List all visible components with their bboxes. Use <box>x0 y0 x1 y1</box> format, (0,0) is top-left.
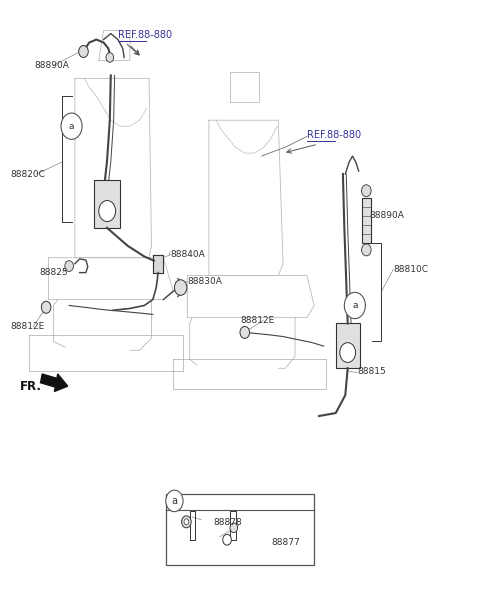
Text: 88825: 88825 <box>39 268 68 277</box>
Text: 88815: 88815 <box>357 367 386 376</box>
Text: 88840A: 88840A <box>170 250 205 259</box>
Circle shape <box>230 523 238 533</box>
Circle shape <box>174 280 187 295</box>
Polygon shape <box>153 255 163 273</box>
Bar <box>94 180 120 228</box>
Text: 88890A: 88890A <box>369 211 404 220</box>
Text: a: a <box>171 496 178 506</box>
Circle shape <box>361 244 371 256</box>
Text: a: a <box>352 301 358 310</box>
Text: 88812E: 88812E <box>240 316 274 325</box>
Text: 88820C: 88820C <box>10 170 45 179</box>
Circle shape <box>184 519 189 525</box>
Bar <box>336 323 360 368</box>
Circle shape <box>79 46 88 58</box>
Circle shape <box>344 292 365 319</box>
Bar <box>166 494 314 565</box>
Text: 88890A: 88890A <box>34 60 69 69</box>
Text: 88812E: 88812E <box>10 322 45 331</box>
Circle shape <box>65 261 73 271</box>
Text: 88877: 88877 <box>271 539 300 547</box>
Circle shape <box>223 534 231 545</box>
Circle shape <box>240 326 250 338</box>
Text: a: a <box>69 122 74 131</box>
Circle shape <box>41 301 51 313</box>
FancyArrow shape <box>40 374 68 391</box>
Text: REF.88-880: REF.88-880 <box>307 130 361 140</box>
Circle shape <box>361 184 371 196</box>
Circle shape <box>106 53 114 62</box>
Text: 88878: 88878 <box>214 518 242 527</box>
Circle shape <box>61 113 82 140</box>
Text: 88810C: 88810C <box>393 265 428 274</box>
Circle shape <box>99 201 116 222</box>
Text: FR.: FR. <box>20 380 42 393</box>
Circle shape <box>340 343 356 362</box>
Circle shape <box>166 490 183 512</box>
Text: 88830A: 88830A <box>187 277 222 286</box>
Text: REF.88-880: REF.88-880 <box>118 31 172 40</box>
Circle shape <box>181 516 191 528</box>
Bar <box>362 198 371 243</box>
